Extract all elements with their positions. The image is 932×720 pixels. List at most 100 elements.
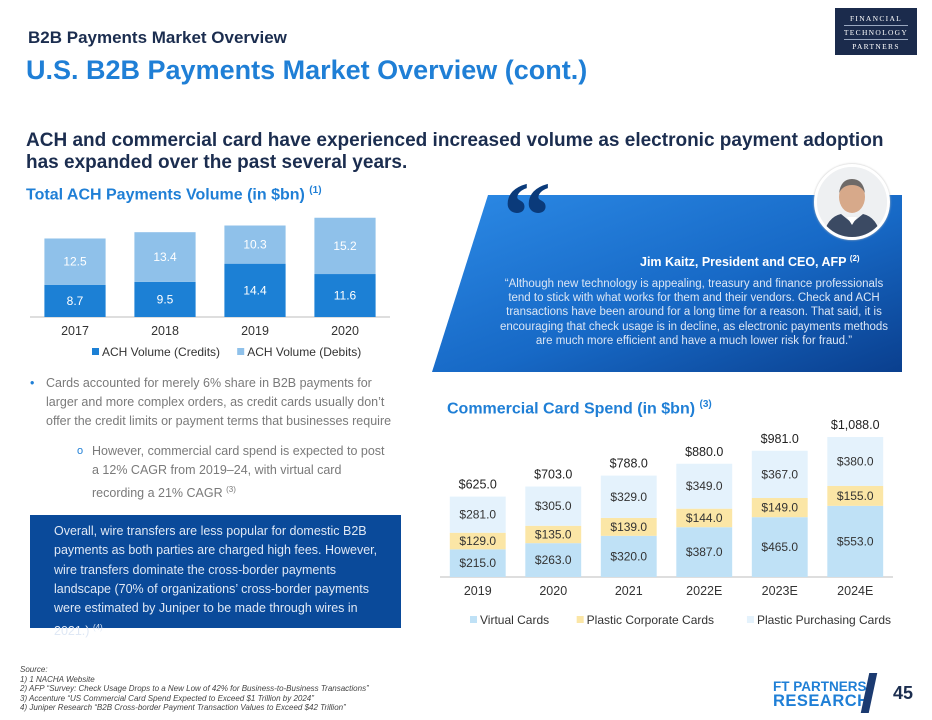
bar-segment	[600, 535, 657, 577]
bar-segment	[751, 497, 808, 518]
bar-segment	[134, 232, 196, 282]
x-tick-label: 2024E	[837, 584, 873, 598]
bar-segment	[314, 217, 376, 275]
legend-label: Plastic Corporate Cards	[587, 613, 714, 627]
ftp-logo: FINANCIAL TECHNOLOGY PARTNERS	[835, 8, 917, 55]
data-label: $367.0	[761, 467, 798, 481]
total-label: $703.0	[534, 468, 572, 482]
source-item: 1) 1 NACHA Website	[20, 674, 95, 684]
bar-segment	[600, 517, 657, 536]
legend-swatch	[576, 616, 584, 623]
wire-transfer-box: Overall, wire transfers are less popular…	[30, 515, 401, 639]
bar-segment	[827, 485, 884, 506]
bar-segment	[449, 532, 506, 550]
data-label: $305.0	[535, 499, 572, 513]
legend-swatch	[746, 616, 754, 623]
legend-swatch	[470, 616, 477, 623]
data-label: $329.0	[610, 490, 647, 504]
total-label: $981.0	[761, 432, 799, 446]
data-label: $349.0	[686, 479, 723, 493]
bar-segment	[449, 496, 506, 533]
speaker-photo	[814, 164, 890, 240]
x-tick-label: 2018	[151, 324, 179, 338]
legend-label: ACH Volume (Debits)	[247, 345, 361, 359]
page-number: 45	[893, 683, 914, 703]
source-item: 2) AFP “Survey: Check Usage Drops to a N…	[20, 684, 369, 693]
bar-segment	[827, 505, 884, 577]
total-label: $625.0	[459, 478, 497, 492]
bullet-circle-icon: o	[77, 445, 84, 457]
bar-segment	[676, 527, 733, 577]
bar-segment	[827, 437, 884, 486]
data-label: $139.0	[610, 520, 647, 534]
x-tick-label: 2020	[539, 584, 567, 598]
data-label: $215.0	[459, 556, 496, 570]
sources: Source: 1) 1 NACHA Website 2) AFP “Surve…	[20, 665, 369, 713]
section-label: B2B Payments Market Overview	[28, 28, 287, 47]
data-label: $135.0	[535, 527, 572, 541]
data-label: $387.0	[686, 545, 723, 559]
bar-segment	[44, 284, 106, 317]
ach-chart-title: Total ACH Payments Volume (in $bn) (1)	[26, 185, 322, 204]
quote-speaker: Jim Kaitz, President and CEO, AFP (2)	[640, 254, 860, 270]
bar-segment	[224, 263, 286, 317]
data-label: $320.0	[610, 549, 647, 563]
bar-segment	[44, 238, 106, 285]
data-label: $155.0	[837, 489, 874, 503]
x-tick-label: 2021	[615, 584, 643, 598]
total-label: $788.0	[610, 457, 648, 471]
bar-segment	[449, 549, 506, 577]
bar-segment	[525, 525, 582, 544]
bullet-sub: o However, commercial card spend is expe…	[77, 444, 385, 501]
bar-segment	[676, 508, 733, 528]
bar-segment	[314, 274, 376, 317]
x-tick-label: 2022E	[686, 584, 722, 598]
data-label: 14.4	[243, 283, 267, 297]
x-tick-label: 2017	[61, 324, 89, 338]
ft-partners-research-logo: FT PARTNERS RESEARCH	[773, 679, 870, 710]
source-item: 4) Juniper Research “B2B Cross-border Pa…	[20, 703, 346, 712]
bar-segment	[525, 486, 582, 526]
data-label: 8.7	[67, 294, 84, 308]
bullet-main: • Cards accounted for merely 6% share in…	[30, 376, 392, 428]
legend-label: Plastic Purchasing Cards	[757, 613, 891, 627]
ach-chart: 8.7 12.5 2017 9.5 13.4 2018 14.4 10.3 2019 11.6 15…	[30, 217, 390, 359]
page-title: U.S. B2B Payments Market Overview (cont.…	[26, 55, 588, 85]
data-label: 12.5	[63, 255, 87, 269]
source-label: Source:	[20, 665, 48, 674]
headline: ACH and commercial card have experienced…	[26, 130, 884, 173]
bar-segment	[134, 281, 196, 317]
x-tick-label: 2020	[331, 324, 359, 338]
x-tick-label: 2019	[241, 324, 269, 338]
total-label: $880.0	[685, 445, 723, 459]
data-label: $380.0	[837, 454, 874, 468]
data-label: 10.3	[243, 238, 267, 252]
legend: ACH Volume (Credits) ACH Volume (Debits)	[92, 345, 361, 359]
x-tick-label: 2023E	[762, 584, 798, 598]
bar-segment	[751, 450, 808, 498]
legend-label: Virtual Cards	[480, 613, 549, 627]
legend-swatch	[92, 348, 99, 355]
bar-segment	[751, 517, 808, 577]
quote-mark-icon: “	[503, 162, 551, 269]
quote-text: “Although new technology is appealing, t…	[499, 278, 889, 347]
source-item: 3) Accenture “US Commercial Card Spend E…	[20, 693, 314, 703]
legend: Virtual Cards Plastic Corporate Cards Plas…	[470, 613, 891, 627]
data-label: $281.0	[459, 508, 496, 522]
x-tick-label: 2019	[464, 584, 492, 598]
bar-segment	[525, 543, 582, 577]
data-label: 15.2	[333, 239, 357, 253]
bar-segment	[600, 475, 657, 518]
logo-line-1: FINANCIAL	[849, 14, 903, 23]
logo-line-2: TECHNOLOGY	[843, 28, 909, 37]
data-label: 11.6	[334, 289, 357, 303]
data-label: $553.0	[837, 534, 874, 548]
data-label: 13.4	[153, 250, 177, 264]
bar-segment	[676, 463, 733, 509]
quote-panel	[432, 195, 902, 372]
data-label: $144.0	[686, 511, 723, 525]
data-label: 9.5	[157, 292, 174, 306]
data-label: $465.0	[761, 540, 798, 554]
data-label: $263.0	[535, 553, 572, 567]
card-chart: $215.0 $129.0 $281.0 $625.0 2019 $263.0 $135.0…	[440, 418, 893, 627]
